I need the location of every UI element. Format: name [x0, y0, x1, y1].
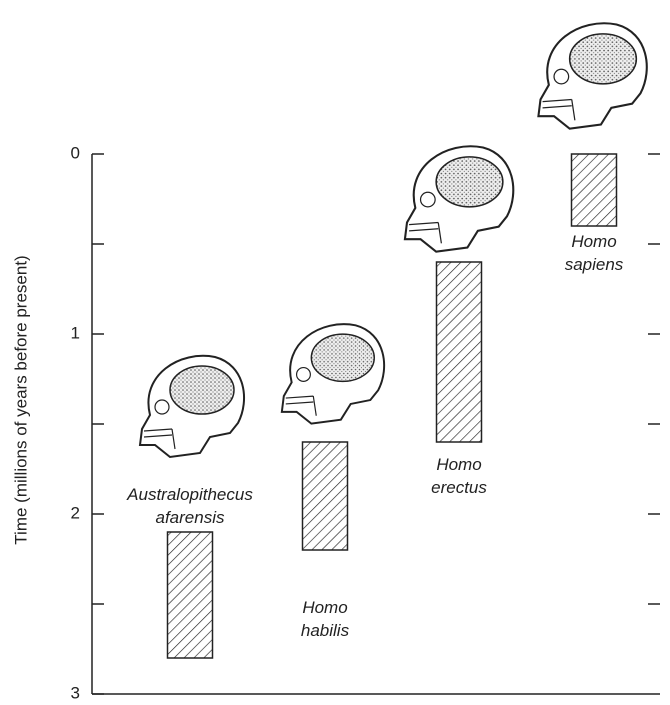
species-label: Homo sapiens: [564, 232, 624, 274]
range-bar: [435, 261, 483, 443]
species-label: Homo habilis: [300, 598, 350, 640]
species-label: Australopithecus afarensis: [127, 485, 253, 527]
range-bar: [570, 153, 618, 227]
range-bar: [301, 441, 349, 551]
y-tick-label: 0: [71, 143, 80, 162]
y-tick-label: 2: [71, 503, 80, 522]
y-axis-title: Time (millions of years before present): [11, 255, 30, 544]
skull-habilis: [280, 323, 386, 425]
skull-sapiens: [537, 22, 648, 130]
skull-erectus: [403, 145, 515, 253]
skull-afarensis: [138, 354, 246, 459]
y-tick-label: 3: [71, 683, 80, 702]
y-tick-label: 1: [71, 323, 80, 342]
range-bar: [166, 531, 214, 659]
species-label: Homo erectus: [431, 455, 487, 497]
